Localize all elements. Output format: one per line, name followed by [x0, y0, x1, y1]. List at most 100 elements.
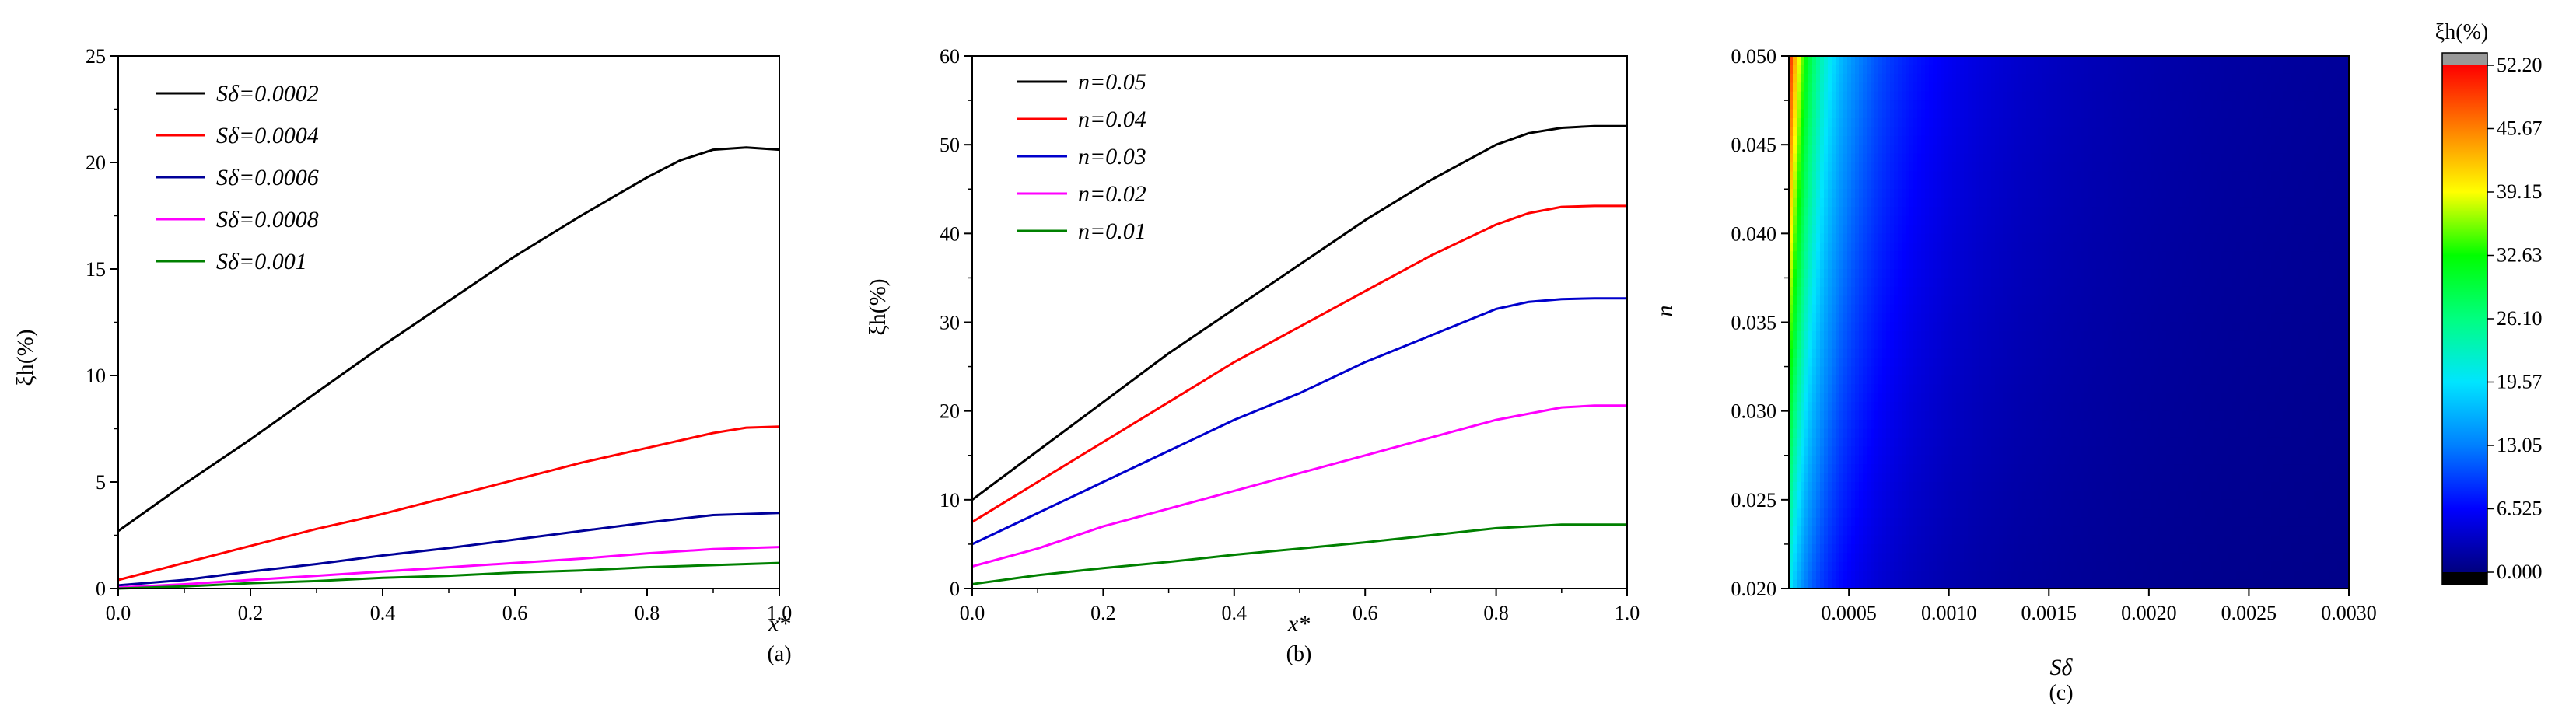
heatmap-cell — [2049, 135, 2054, 145]
heatmap-cell — [2131, 189, 2136, 199]
heatmap-cell — [2287, 260, 2291, 270]
heatmap-cell — [1956, 278, 1961, 288]
heatmap-cell — [2283, 322, 2287, 332]
heatmap-cell — [1983, 313, 1988, 323]
heatmap-cell — [2046, 56, 2050, 66]
heatmap-cell — [2014, 286, 2019, 296]
heatmap-cell — [1976, 330, 1980, 341]
heatmap-cell — [2221, 100, 2225, 110]
heatmap-cell — [2104, 278, 2109, 288]
heatmap-cell — [2322, 109, 2326, 119]
heatmap-cell — [2201, 260, 2206, 270]
heatmap-cell — [2049, 304, 2054, 314]
heatmap-cell — [2026, 233, 2031, 243]
heatmap-cell — [2314, 153, 2319, 163]
heatmap-cell — [1983, 330, 1988, 341]
heatmap-cell — [2100, 313, 2105, 323]
heatmap-cell — [2259, 313, 2264, 323]
heatmap-cell — [2081, 251, 2085, 261]
heatmap-cell — [2077, 313, 2081, 323]
heatmap-cell — [2302, 180, 2307, 190]
heatmap-cell — [2119, 330, 2124, 341]
heatmap-cell — [1863, 65, 1867, 75]
heatmap-cell — [2275, 145, 2280, 155]
heatmap-cell — [1929, 91, 1934, 101]
heatmap-cell — [1855, 197, 1860, 208]
heatmap-cell — [2151, 91, 2155, 101]
heatmap-cell — [2158, 278, 2163, 288]
heatmap-cell — [2248, 162, 2252, 173]
heatmap-cell — [2298, 127, 2303, 137]
heatmap-cell — [1991, 100, 1996, 110]
heatmap-cell — [2018, 117, 2023, 127]
heatmap-cell — [1828, 340, 1832, 350]
heatmap-cell — [1909, 197, 1914, 208]
heatmap-cell — [1789, 260, 1794, 270]
heatmap-cell — [1937, 330, 1941, 341]
heatmap-cell — [2077, 340, 2081, 350]
heatmap-cell — [2127, 56, 2132, 66]
heatmap-cell — [1976, 295, 1980, 306]
heatmap-cell — [1941, 117, 1945, 127]
heatmap-cell — [2143, 82, 2147, 93]
heatmap-cell — [2271, 313, 2276, 323]
heatmap-cell — [2007, 269, 2011, 279]
heatmap-cell — [2147, 322, 2151, 332]
heatmap-cell — [2232, 171, 2237, 181]
heatmap-cell — [1999, 180, 2004, 190]
heatmap-cell — [2011, 180, 2015, 190]
x-tick-label: 0.8 — [635, 602, 660, 624]
heatmap-cell — [1956, 171, 1961, 181]
heatmap-cell — [2244, 207, 2249, 217]
heatmap-cell — [2069, 145, 2074, 155]
heatmap-cell — [2345, 278, 2350, 288]
heatmap-cell — [1859, 233, 1864, 243]
heatmap-cell — [2294, 322, 2299, 332]
heatmap-cell — [2252, 171, 2256, 181]
heatmap-cell — [2053, 117, 2058, 127]
heatmap-cell — [2127, 251, 2132, 261]
heatmap-cell — [2224, 348, 2229, 358]
heatmap-cell — [2341, 330, 2346, 341]
heatmap-cell — [2252, 260, 2256, 270]
heatmap-cell — [2170, 330, 2175, 341]
heatmap-cell — [2256, 278, 2260, 288]
heatmap-cell — [1874, 145, 1879, 155]
heatmap-cell — [1902, 224, 1906, 234]
heatmap-cell — [2271, 145, 2276, 155]
heatmap-cell — [1836, 215, 1840, 225]
heatmap-cell — [2201, 91, 2206, 101]
heatmap-cell — [2326, 330, 2330, 341]
heatmap-cell — [2236, 180, 2241, 190]
heatmap-cell — [1828, 145, 1832, 155]
heatmap-cell — [2182, 65, 2186, 75]
heatmap-cell — [2139, 330, 2144, 341]
heatmap-cell — [2217, 207, 2221, 217]
heatmap-cell — [1976, 242, 1980, 252]
heatmap-cell — [2256, 304, 2260, 314]
heatmap-cell — [1941, 295, 1945, 306]
heatmap-cell — [1878, 286, 1883, 296]
heatmap-cell — [2174, 286, 2179, 296]
heatmap-cell — [1801, 135, 1805, 145]
heatmap-cell — [2123, 145, 2128, 155]
heatmap-cell — [1867, 269, 1871, 279]
heatmap-cell — [1921, 180, 1926, 190]
heatmap-cell — [2240, 127, 2245, 137]
heatmap-cell — [2123, 348, 2128, 358]
heatmap-cell — [2221, 348, 2225, 358]
heatmap-cell — [1894, 127, 1899, 137]
heatmap-cell — [1836, 260, 1840, 270]
heatmap-cell — [2306, 82, 2311, 93]
heatmap-cell — [2088, 278, 2093, 288]
heatmap-cell — [2256, 197, 2260, 208]
heatmap-cell — [2073, 295, 2077, 306]
heatmap-cell — [2154, 269, 2159, 279]
heatmap-cell — [2046, 162, 2050, 173]
heatmap-cell — [2100, 73, 2105, 83]
heatmap-cell — [1793, 162, 1797, 173]
heatmap-cell — [1902, 304, 1906, 314]
heatmap-cell — [2279, 348, 2284, 358]
heatmap-cell — [1929, 189, 1934, 199]
heatmap-cell — [2236, 145, 2241, 155]
